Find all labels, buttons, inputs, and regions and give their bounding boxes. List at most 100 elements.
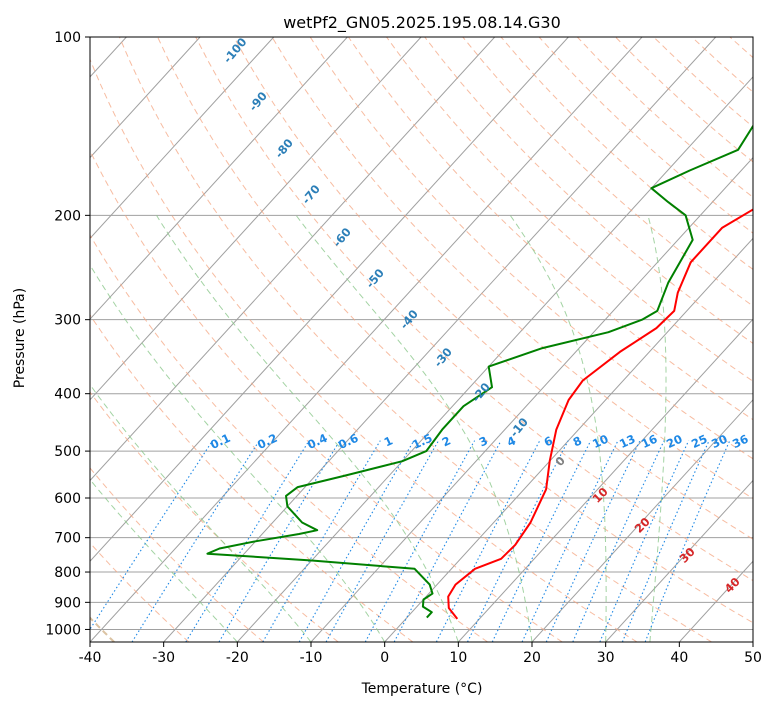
dry-adiabat-label: -60 xyxy=(330,225,354,250)
isotherm-line xyxy=(531,399,753,642)
profile-lines xyxy=(206,124,753,620)
x-tick-label: 10 xyxy=(449,650,467,666)
temperature-profile-line xyxy=(447,208,753,620)
x-axis-label: Temperature (°C) xyxy=(361,681,483,697)
mixing-ratio-line xyxy=(621,440,710,642)
dry-adiabat-line xyxy=(195,37,753,582)
dry-adiabat-line xyxy=(90,58,638,642)
x-tick-label: 50 xyxy=(744,650,762,666)
y-tick-label: 300 xyxy=(54,313,81,329)
moist-adiabat-line xyxy=(156,215,459,642)
isotherm-line xyxy=(90,37,643,642)
mixing-ratio-line xyxy=(218,440,341,642)
mixing-ratio-label: 25 xyxy=(689,432,709,451)
y-tick-label: 700 xyxy=(54,531,81,547)
mixing-ratio-label: 0.4 xyxy=(305,431,329,452)
dry-adiabat-line xyxy=(233,37,753,540)
mixing-ratio-line xyxy=(262,440,381,642)
x-tick-label: 30 xyxy=(597,650,615,666)
dry-adiabat-line xyxy=(424,37,753,344)
mixing-ratio-line xyxy=(298,440,415,642)
mixing-ratio-label: 0.2 xyxy=(255,431,279,452)
mixing-ratio-label: 13 xyxy=(617,432,637,451)
mixing-ratio-label: 8 xyxy=(571,433,584,449)
y-tick-label: 400 xyxy=(54,387,81,403)
moist-adiabat-line xyxy=(647,215,667,642)
x-tick-label: -30 xyxy=(152,650,175,666)
mixing-ratio-line xyxy=(364,440,476,642)
dry-adiabat-line xyxy=(653,37,753,128)
dry-adiabat-line xyxy=(118,37,712,642)
mixing-ratio-line xyxy=(467,440,569,642)
y-axis-label: Pressure (hPa) xyxy=(12,288,28,388)
y-tick-label: 100 xyxy=(54,30,81,46)
y-axis-ticks: 100 200 300 400 500 600 700 800 900 1000 xyxy=(45,30,90,638)
mixing-ratio-line xyxy=(572,440,665,642)
mixing-ratio-line xyxy=(131,440,260,642)
mixing-ratio-label: 36 xyxy=(730,432,750,451)
moist-adiabat-label: 10 xyxy=(590,485,611,506)
mixing-ratio-line xyxy=(90,440,214,631)
dry-adiabat-line xyxy=(309,37,753,460)
isotherm-line xyxy=(90,37,422,401)
dry-adiabat-line xyxy=(271,37,753,500)
isotherm-line xyxy=(90,37,496,482)
isotherm-line xyxy=(384,237,753,642)
plot-frame xyxy=(89,36,754,643)
dry-adiabat-label: -40 xyxy=(397,307,421,332)
y-tick-label: 900 xyxy=(54,595,81,611)
mixing-ratio-label: 20 xyxy=(664,432,684,451)
moist-adiabat-line xyxy=(90,264,386,642)
x-tick-label: -10 xyxy=(300,650,323,666)
moist-adiabat-label: 30 xyxy=(677,545,698,566)
y-tick-label: 800 xyxy=(54,565,81,581)
dry-adiabat-line xyxy=(386,37,753,382)
dry-adiabat-line xyxy=(90,234,488,642)
x-tick-label: 0 xyxy=(380,650,389,666)
mixing-ratio-label: 1.5 xyxy=(410,431,434,452)
dry-adiabat-line xyxy=(90,467,264,642)
y-tick-label: 1000 xyxy=(45,622,81,638)
moist-adiabat-line xyxy=(90,478,238,642)
x-tick-label: 40 xyxy=(670,650,688,666)
background-lines xyxy=(90,37,753,642)
y-tick-label: 600 xyxy=(54,491,81,507)
x-tick-label: 20 xyxy=(523,650,541,666)
mixing-ratio-label: 10 xyxy=(590,432,610,451)
chart-title: wetPf2_GN05.2025.195.08.14.G30 xyxy=(283,13,561,33)
x-axis-ticks: -40 -30 -20 -10 0 10 20 30 40 50 xyxy=(79,642,762,666)
mixing-ratio-line xyxy=(521,440,619,642)
moist-adiabat-label: 20 xyxy=(632,515,653,536)
y-tick-label: 200 xyxy=(54,208,81,224)
dry-adiabat-line xyxy=(90,391,339,642)
x-tick-label: -20 xyxy=(226,650,249,666)
dry-adiabat-label: -70 xyxy=(299,182,323,207)
isotherm-line xyxy=(90,37,348,320)
mixing-ratio-label: 1 xyxy=(382,433,395,449)
y-tick-label: 500 xyxy=(54,444,81,460)
isotherm-line xyxy=(90,37,201,159)
dry-adiabat-label: -80 xyxy=(272,136,296,161)
isotherm-line xyxy=(752,641,753,642)
dry-adiabat-line xyxy=(90,313,414,642)
dry-adiabat-label: -30 xyxy=(431,345,455,370)
isotherm-line xyxy=(90,37,275,240)
isotherm-line xyxy=(90,37,569,563)
mixing-ratio-label: 0.1 xyxy=(208,431,232,452)
isotherm-line xyxy=(605,479,753,642)
moist-adiabat-label: 0 xyxy=(552,453,568,469)
mixing-ratio-label: 0.6 xyxy=(336,431,360,452)
mixing-ratio-label: 16 xyxy=(639,432,659,451)
dry-adiabat-line xyxy=(347,37,753,421)
moist-adiabat-line xyxy=(90,383,312,642)
mixing-ratio-label: 2 xyxy=(440,433,453,449)
isotherm-line xyxy=(236,76,753,642)
mixing-ratio-line xyxy=(185,440,310,642)
dry-adiabat-line xyxy=(90,542,190,642)
dry-adiabat-line xyxy=(691,37,753,93)
dry-adiabat-line xyxy=(90,149,563,642)
mixing-ratio-label: 30 xyxy=(709,432,729,451)
isotherm-line xyxy=(457,318,753,642)
dry-adiabat-line xyxy=(576,37,753,198)
